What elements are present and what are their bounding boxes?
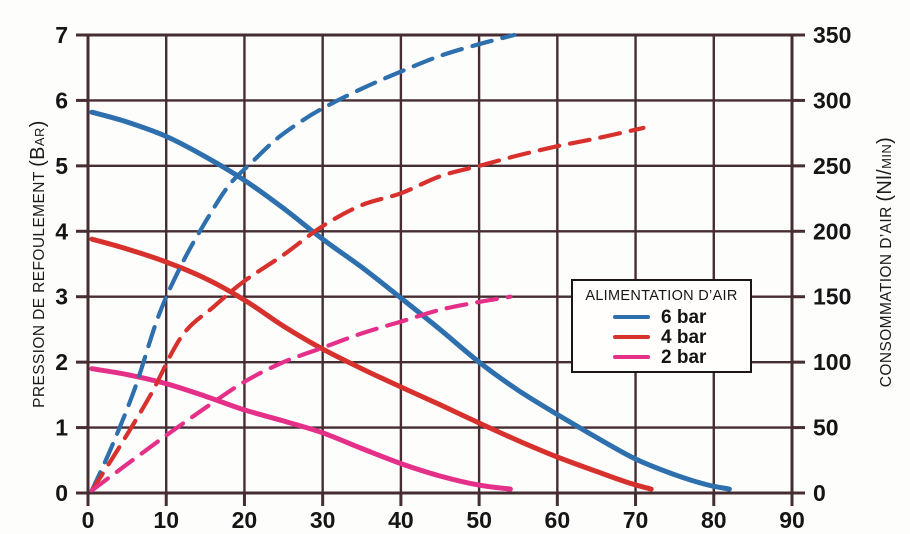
x-tick-label: 90: [779, 507, 805, 533]
x-tick-label: 80: [701, 507, 727, 533]
x-tick-label: 40: [388, 507, 414, 533]
y-left-tick-label: 1: [55, 415, 68, 441]
curve-pression-4bar-solid: [89, 236, 654, 492]
y-left-tick-label: 7: [55, 22, 68, 48]
legend: ALIMENTATION D’AIR 6 bar 4 bar 2 bar: [571, 279, 752, 373]
curve-pression-2bar-solid: [89, 366, 513, 492]
legend-item-2bar: 2 bar: [573, 347, 750, 367]
y-right-tick-label: 150: [813, 284, 851, 310]
x-tick-label: 50: [466, 507, 492, 533]
legend-label-2bar: 2 bar: [661, 346, 707, 368]
y-left-tick-label: 4: [55, 218, 68, 244]
x-tick-label: 0: [82, 507, 95, 533]
curve-consommation-6bar-dashed: [89, 32, 517, 493]
legend-rows: 6 bar 4 bar 2 bar: [573, 307, 750, 367]
y-right-tick-label: 300: [813, 87, 851, 113]
y-right-tick-label: 250: [813, 153, 851, 179]
y-left-tick-label: 2: [55, 349, 68, 375]
legend-swatch-6bar-icon: [613, 314, 650, 320]
plot-border: [86, 33, 794, 495]
curve-consommation-2bar-dashed: [89, 294, 513, 493]
legend-label-4bar: 4 bar: [661, 326, 707, 348]
y-right-tick-label: 0: [813, 480, 826, 506]
y-right-axis-title: CONSOMMATION D’AIR (Nl/MIN): [874, 136, 896, 388]
legend-swatch-2bar-icon: [613, 354, 650, 360]
x-tick-label: 60: [545, 507, 571, 533]
y-left-tick-label: 5: [55, 153, 68, 179]
x-tick-label: 10: [153, 507, 179, 533]
y-right-tick-label: 350: [813, 22, 851, 48]
legend-label-6bar: 6 bar: [661, 306, 707, 328]
y-left-title-text: PRESSION DE REFOULEMENT: [31, 166, 48, 408]
y-left-tick-label: 0: [55, 480, 68, 506]
legend-title: ALIMENTATION D’AIR: [585, 288, 738, 304]
x-tick-label: 30: [310, 507, 336, 533]
y-right-tick-label: 100: [813, 349, 851, 375]
legend-item-6bar: 6 bar: [573, 307, 750, 327]
curve-consommation-4bar-dashed: [89, 125, 646, 493]
x-tick-label: 20: [232, 507, 258, 533]
y-right-title-text: CONSOMMATION D’AIR: [878, 201, 895, 388]
y-left-tick-label: 3: [55, 284, 68, 310]
legend-swatch-4bar-icon: [613, 334, 650, 340]
y-left-axis-title: PRESSION DE REFOULEMENT (BAR): [27, 120, 49, 408]
legend-item-4bar: 4 bar: [573, 327, 750, 347]
x-tick-label: 70: [623, 507, 649, 533]
y-left-tick-label: 6: [55, 87, 68, 113]
y-right-tick-label: 200: [813, 218, 851, 244]
y-right-tick-label: 50: [813, 415, 839, 441]
